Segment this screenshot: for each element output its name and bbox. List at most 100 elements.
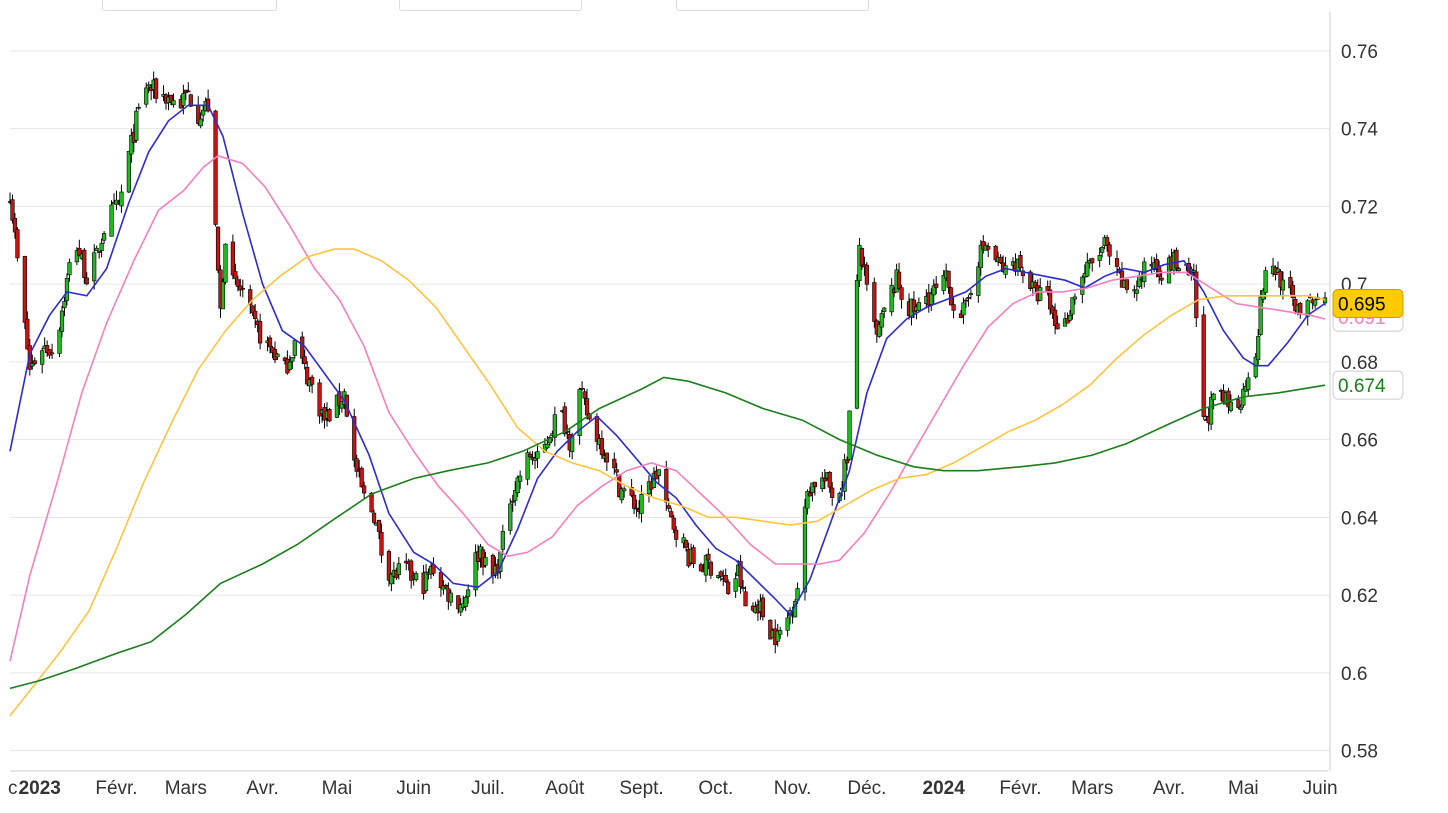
candle-body (864, 264, 869, 285)
candle-body (859, 248, 865, 267)
candle-body (1055, 323, 1060, 330)
candle-body (119, 191, 124, 207)
candle-body (213, 110, 218, 225)
candle-body (414, 573, 419, 580)
candle-body (1290, 285, 1295, 298)
candle-body (1038, 287, 1043, 301)
candle-body (612, 458, 617, 469)
candle-body (1124, 279, 1130, 290)
candle-body (916, 302, 921, 312)
last-value-label: 0.695 (1338, 295, 1386, 316)
candle-body (743, 591, 748, 607)
candle-body (362, 485, 367, 494)
candle-body (144, 87, 149, 105)
candle-body (456, 595, 461, 610)
candle-body (584, 398, 590, 416)
candle-body (1033, 282, 1038, 288)
last-value-tag (1332, 289, 1404, 319)
candle-body (458, 604, 463, 613)
candle-body (134, 110, 139, 141)
candle-body (631, 494, 637, 509)
candle-body (882, 307, 887, 312)
candle-body (1238, 406, 1243, 410)
candle-body (30, 363, 35, 367)
moving-averages (9, 104, 1326, 717)
candle-body (896, 271, 902, 290)
candle-body (1313, 299, 1318, 306)
x-tick-label: 2024 (923, 778, 966, 799)
candle-body (594, 416, 600, 442)
candle-body (379, 531, 384, 556)
candle-body (97, 251, 102, 253)
candle-body (993, 245, 998, 261)
candle-body (287, 361, 292, 370)
candle-body (1107, 244, 1112, 257)
candle-body (718, 571, 723, 577)
candle-body (250, 305, 255, 314)
top-tab[interactable] (399, 0, 582, 11)
candle-body (500, 531, 505, 550)
x-tick-label: Mars (165, 778, 207, 799)
candle-body (1298, 303, 1303, 315)
candle-body (674, 529, 679, 540)
candle-body (629, 487, 634, 496)
candle-body (1134, 289, 1139, 294)
x-tick-label: Juin (396, 778, 431, 799)
y-tick-label: 0.74 (1341, 120, 1378, 141)
candle-body (634, 507, 639, 510)
candle-body (708, 561, 713, 576)
candle-body (738, 561, 743, 588)
candle-body (1018, 255, 1023, 269)
candle-body (1174, 249, 1179, 269)
candle-body (22, 256, 27, 323)
candle-body (1275, 268, 1281, 273)
x-tick-label: Mars (1071, 778, 1113, 799)
y-tick-label: 0.72 (1341, 197, 1378, 218)
candle-body (946, 270, 951, 288)
candles (7, 71, 1328, 654)
candle-body (1090, 258, 1095, 264)
candle-body (614, 469, 619, 473)
candle-body (963, 299, 969, 302)
candle-body (1003, 265, 1008, 275)
candle-body (1236, 399, 1241, 408)
last-value-tag (1332, 370, 1404, 400)
candle-body (532, 457, 538, 461)
candle-body (812, 481, 817, 488)
candle-body (535, 451, 540, 459)
candle-body (233, 271, 238, 279)
candle-body (844, 459, 850, 464)
x-tick-label: Juin (1303, 778, 1338, 799)
candle-body (371, 512, 377, 523)
top-tab[interactable] (102, 0, 277, 11)
candle-body (1226, 390, 1231, 408)
candle-body (822, 478, 827, 482)
moving-average-line (9, 376, 1326, 690)
candle-body (879, 313, 884, 328)
candle-body (656, 469, 661, 476)
candle-body (1176, 268, 1182, 271)
top-tab[interactable] (676, 0, 869, 11)
candle-body (1105, 237, 1110, 246)
moving-average-line (9, 248, 1326, 717)
candle-body (582, 391, 587, 399)
candle-body (639, 494, 644, 514)
y-tick-label: 0.58 (1341, 742, 1378, 763)
candle-body (847, 410, 852, 460)
x-tick-label: 2023 (19, 778, 61, 799)
y-tick-label: 0.62 (1341, 586, 1378, 607)
candle-body (805, 491, 810, 509)
candle-body (513, 490, 518, 501)
gridlines (10, 12, 1331, 772)
candle-body (253, 310, 258, 319)
candle-body (810, 482, 815, 493)
candle-body (171, 100, 176, 106)
candle-body (1258, 296, 1263, 335)
candle-body (10, 199, 15, 221)
candle-body (518, 475, 523, 482)
candle-body (473, 552, 478, 591)
candle-body (698, 564, 704, 572)
candle-body (958, 313, 964, 318)
candle-body (1201, 314, 1206, 417)
x-tick-label: Nov. (774, 778, 812, 799)
